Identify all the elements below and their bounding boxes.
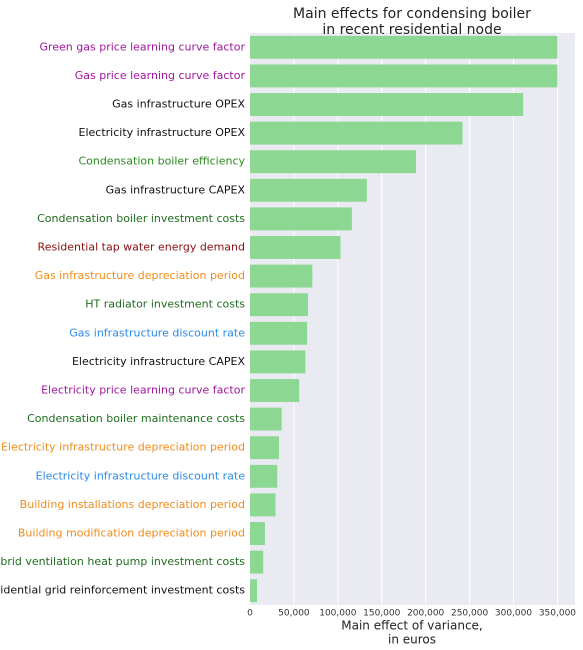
y-tick-label: Condensation boiler maintenance costs: [27, 412, 245, 425]
bar: [250, 464, 278, 488]
x-tick-label: 300,000: [495, 609, 532, 619]
bar: [250, 207, 352, 231]
y-tick-label: Gas infrastructure discount rate: [69, 326, 245, 339]
bar: [250, 407, 282, 431]
bar: [250, 550, 264, 574]
plot-area: [250, 33, 575, 605]
y-tick-label: Electricity infrastructure discount rate: [36, 469, 246, 482]
bar: [250, 493, 276, 517]
bar: [250, 178, 367, 202]
bar: [250, 121, 463, 145]
bar: [250, 293, 308, 317]
x-tick-label: 250,000: [451, 609, 488, 619]
bar: [250, 35, 558, 59]
y-tick-label: Green gas price learning curve factor: [39, 40, 245, 53]
y-tick-label: Electricity price learning curve factor: [41, 384, 245, 397]
chart-title: in recent residential node: [322, 22, 501, 38]
y-tick-label: Electricity infrastructure depreciation …: [1, 441, 245, 454]
y-tick-label: Electricity infrastructure CAPEX: [72, 355, 246, 368]
bar: [250, 321, 308, 345]
x-axis-label: Main effect of variance,: [341, 619, 482, 633]
x-tick-label: 0: [247, 609, 253, 619]
chart-title: Main effects for condensing boiler: [293, 6, 531, 22]
y-tick-label: Gas infrastructure CAPEX: [106, 183, 246, 196]
y-tick-label: Gas infrastructure OPEX: [112, 98, 245, 111]
bar: [250, 436, 279, 460]
bar: [250, 579, 258, 603]
y-tick-label: Residential tap water energy demand: [38, 241, 245, 254]
x-tick-label: 350,000: [539, 609, 576, 619]
bar: [250, 264, 313, 288]
y-tick-label: Building installations depreciation peri…: [20, 498, 245, 511]
x-tick-label: 150,000: [363, 609, 400, 619]
y-tick-label: HT radiator investment costs: [85, 298, 245, 311]
x-tick-label: 50,000: [278, 609, 310, 619]
bar: [250, 64, 558, 88]
y-tick-label: Gas price learning curve factor: [75, 69, 246, 82]
y-tick-label: Hybrid ventilation heat pump investment …: [0, 555, 245, 568]
y-tick-label: Residential grid reinforcement investmen…: [0, 584, 245, 597]
x-tick-label: 100,000: [319, 609, 356, 619]
bar: [250, 236, 341, 259]
bar: [250, 350, 306, 374]
y-tick-label: Electricity infrastructure OPEX: [79, 126, 246, 139]
bar: [250, 379, 300, 402]
y-tick-label: Condensation boiler efficiency: [78, 155, 245, 168]
y-tick-label: Gas infrastructure depreciation period: [35, 269, 245, 282]
y-tick-label: Condensation boiler investment costs: [37, 212, 245, 225]
x-tick-label: 200,000: [407, 609, 444, 619]
bar: [250, 150, 417, 174]
bar: [250, 522, 265, 545]
x-axis-label: in euros: [388, 633, 436, 647]
bar: [250, 93, 524, 116]
y-tick-label: Building modification depreciation perio…: [18, 527, 245, 540]
